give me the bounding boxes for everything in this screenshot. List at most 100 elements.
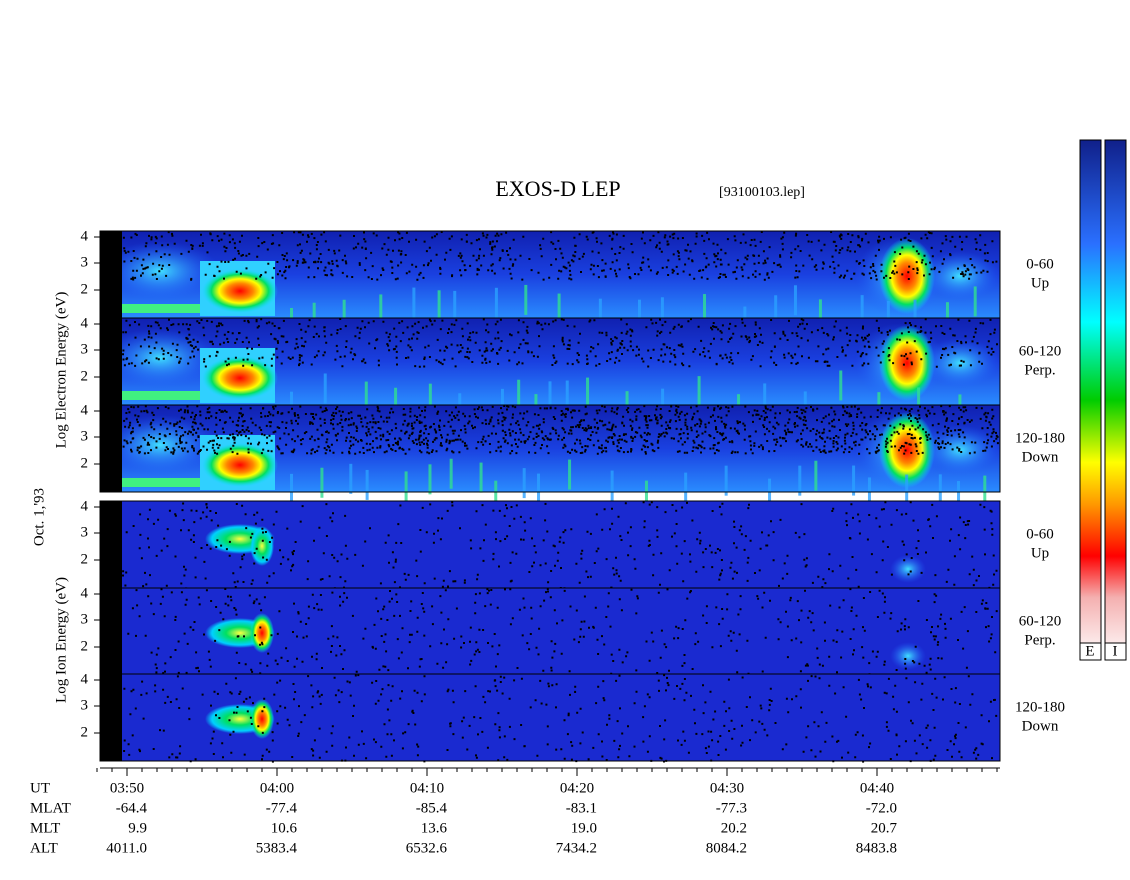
color-bar-label: E bbox=[1085, 643, 1094, 659]
feature bbox=[957, 481, 961, 512]
feature bbox=[913, 299, 917, 330]
energy-tick-label: 3 bbox=[81, 524, 89, 540]
feature bbox=[100, 415, 220, 475]
feature bbox=[364, 381, 368, 412]
energy-tick-label: 2 bbox=[81, 551, 89, 567]
feature bbox=[100, 328, 220, 388]
energy-tick-label: 4 bbox=[81, 402, 89, 418]
data-gap bbox=[100, 674, 122, 761]
noise bbox=[122, 501, 998, 590]
ephemeris-value: -85.4 bbox=[416, 800, 448, 816]
feature bbox=[323, 373, 327, 404]
data-gap bbox=[100, 588, 122, 675]
energy-tick-label: 4 bbox=[81, 315, 89, 331]
ephemeris-value: -72.0 bbox=[866, 800, 897, 816]
feature bbox=[404, 471, 408, 502]
feature bbox=[568, 459, 572, 490]
feature bbox=[250, 526, 274, 566]
feature bbox=[517, 379, 521, 410]
color-bar bbox=[1079, 139, 1102, 661]
feature bbox=[598, 298, 602, 329]
panel bbox=[99, 673, 1001, 763]
feature bbox=[202, 443, 278, 487]
energy-tick-label: 4 bbox=[81, 585, 89, 601]
feature bbox=[494, 480, 498, 511]
panel-direction: Up bbox=[1031, 275, 1049, 291]
panel-direction: Perp. bbox=[1024, 632, 1055, 648]
ephemeris-value: 04:10 bbox=[410, 780, 444, 796]
feature bbox=[644, 480, 648, 511]
feature bbox=[637, 299, 641, 330]
ephemeris-value: 4011.0 bbox=[106, 840, 147, 856]
feature bbox=[428, 383, 432, 414]
ephemeris-value: 6532.6 bbox=[406, 840, 448, 856]
feature bbox=[342, 299, 346, 330]
ephemeris-row-label: MLT bbox=[30, 820, 60, 836]
data-gap bbox=[100, 405, 122, 492]
data-gap bbox=[100, 318, 122, 405]
ephemeris-value: 10.6 bbox=[271, 820, 298, 836]
feature bbox=[945, 302, 949, 333]
color-bar-box bbox=[1079, 642, 1102, 661]
feature bbox=[250, 699, 274, 739]
feature bbox=[793, 285, 797, 316]
feature bbox=[920, 338, 1000, 388]
energy-tick-label: 2 bbox=[81, 368, 89, 384]
low-energy-band bbox=[122, 478, 202, 487]
panel-direction: Perp. bbox=[1024, 362, 1055, 378]
feature bbox=[412, 287, 416, 318]
energy-tick-label: 3 bbox=[81, 341, 89, 357]
low-energy-band bbox=[122, 391, 202, 400]
ephemeris-value: -77.3 bbox=[716, 800, 747, 816]
feature bbox=[774, 295, 778, 326]
ephemeris-value: 8084.2 bbox=[706, 840, 747, 856]
feature bbox=[202, 269, 278, 313]
feature bbox=[890, 642, 926, 670]
energy-tick-label: 4 bbox=[81, 671, 89, 687]
feature bbox=[852, 465, 856, 496]
feature bbox=[879, 325, 935, 401]
feature bbox=[349, 463, 353, 494]
noise bbox=[122, 318, 998, 368]
panel bbox=[99, 404, 1001, 512]
energy-tick-label: 2 bbox=[81, 724, 89, 740]
color-bar-label: I bbox=[1113, 643, 1118, 659]
title: EXOS-D LEP bbox=[495, 176, 620, 201]
feature bbox=[449, 458, 453, 489]
panel bbox=[99, 230, 1001, 338]
ephemeris-value: 5383.4 bbox=[256, 840, 298, 856]
feature bbox=[610, 470, 614, 501]
energy-tick-label: 3 bbox=[81, 611, 89, 627]
ephemeris-value: 7434.2 bbox=[556, 840, 597, 856]
ephemeris-value: -77.4 bbox=[266, 800, 298, 816]
feature bbox=[886, 300, 890, 331]
feature bbox=[202, 356, 278, 400]
energy-tick-label: 3 bbox=[81, 697, 89, 713]
feature bbox=[290, 473, 293, 504]
data-gap bbox=[100, 231, 122, 318]
feature bbox=[365, 469, 369, 500]
panel-direction: Down bbox=[1022, 449, 1059, 465]
feature bbox=[839, 370, 843, 401]
panel bbox=[99, 317, 1001, 425]
panel-frame bbox=[99, 404, 1001, 493]
date-label: Oct. 1,'93 bbox=[31, 488, 47, 546]
feature bbox=[537, 473, 541, 504]
feature bbox=[920, 251, 1000, 301]
feature bbox=[938, 474, 942, 505]
feature bbox=[697, 376, 701, 407]
ephemeris-row-label: UT bbox=[30, 780, 50, 796]
energy-tick-label: 3 bbox=[81, 254, 89, 270]
ephemeris-value: 8483.8 bbox=[856, 840, 897, 856]
feature bbox=[500, 388, 504, 419]
ephemeris-value: -83.1 bbox=[566, 800, 597, 816]
ephemeris-value: 04:40 bbox=[860, 780, 894, 796]
feature bbox=[879, 412, 935, 488]
feature bbox=[428, 464, 432, 495]
feature bbox=[879, 238, 935, 314]
feature bbox=[983, 475, 987, 506]
feature bbox=[860, 295, 864, 326]
energy-tick-label: 2 bbox=[81, 638, 89, 654]
feature bbox=[890, 555, 926, 583]
